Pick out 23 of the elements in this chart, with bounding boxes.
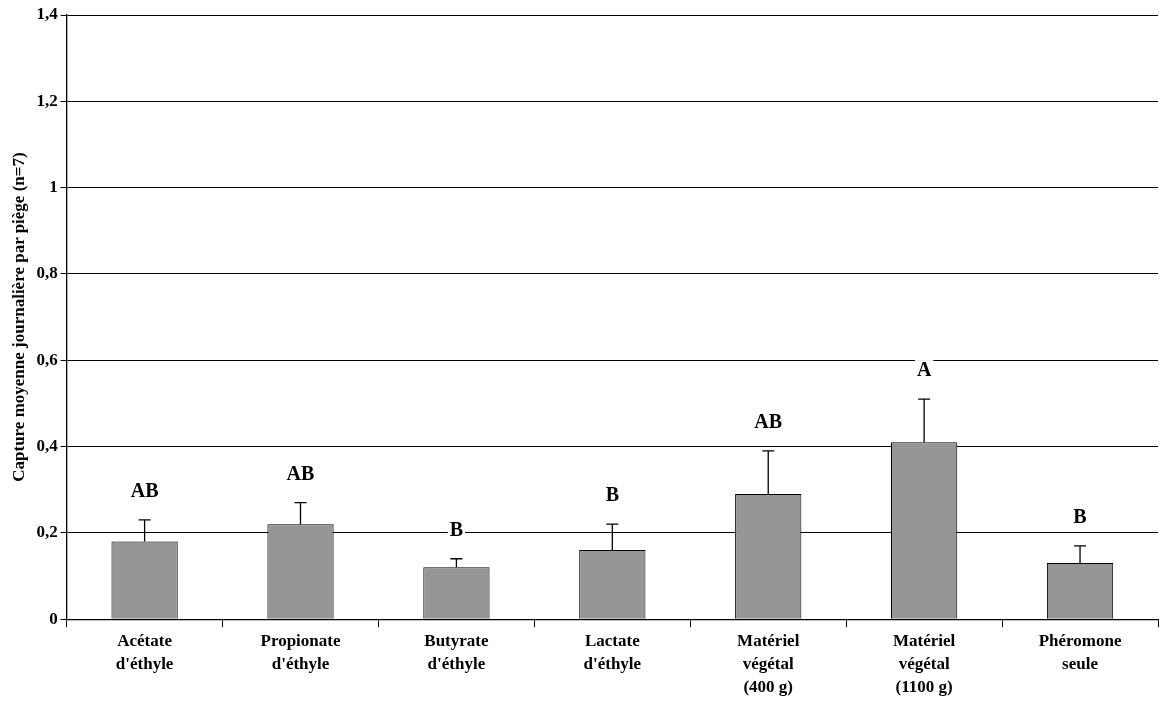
y-tick-label: 0,6 <box>36 349 58 369</box>
data-label: AB <box>754 410 783 433</box>
data-label: AB <box>130 479 159 502</box>
x-tick-label: Phéromone seule <box>1038 631 1122 673</box>
x-tick-label: Propionate d'éthyle <box>260 631 341 673</box>
data-label: AB <box>286 461 315 484</box>
data-label: B <box>605 483 619 506</box>
data-label: B <box>1073 504 1087 527</box>
y-tick-label: 1,4 <box>36 4 59 24</box>
y-tick-label: 0 <box>49 608 58 628</box>
y-tick-label: 0,8 <box>36 263 58 283</box>
data-label: A <box>916 358 932 381</box>
data-label: B <box>449 517 464 540</box>
y-tick-label: 0,2 <box>36 522 58 542</box>
y-axis-title: Capture moyenne journalière par piège (n=7) <box>8 152 28 482</box>
y-tick-label: 1 <box>49 177 58 196</box>
x-tick-label: Matériel végétal (1100 g) <box>892 631 956 696</box>
y-tick-label: 1,2 <box>36 90 58 110</box>
x-tick-label: Acétate d'éthyle <box>115 631 174 673</box>
x-tick-label: Butyrate d'éthyle <box>424 631 489 673</box>
y-tick-label: 0,4 <box>36 435 59 455</box>
x-tick-label: Matériel végétal (400 g) <box>737 631 800 696</box>
x-tick-label: Lactate d'éthyle <box>583 631 642 673</box>
